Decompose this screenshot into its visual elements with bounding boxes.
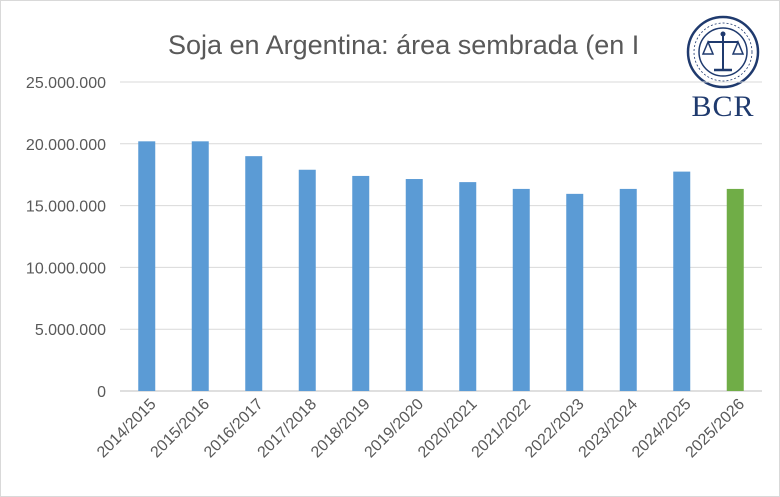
bcr-logo-text: BCR — [691, 90, 755, 123]
bar — [298, 169, 316, 391]
y-tick-label: 15.000.000 — [26, 199, 106, 216]
bar — [459, 182, 477, 391]
bar — [673, 171, 691, 391]
bcr-logo: BCR — [676, 14, 770, 124]
y-tick-label: 25.000.000 — [26, 75, 106, 92]
bar — [405, 179, 423, 391]
bar — [566, 193, 584, 391]
y-tick-label: 5.000.000 — [35, 322, 106, 339]
chart-title: Soja en Argentina: área sembrada (en I — [168, 30, 640, 60]
y-tick-label: 0 — [97, 384, 106, 401]
y-tick-label: 10.000.000 — [26, 260, 106, 277]
y-tick-label: 20.000.000 — [26, 137, 106, 154]
bar — [245, 156, 263, 391]
bar — [726, 188, 744, 391]
bar — [512, 188, 530, 391]
bar — [619, 188, 637, 391]
bar — [138, 141, 156, 391]
x-tick-label: 2025/2026 — [683, 396, 749, 462]
bar — [191, 141, 209, 391]
bcr-seal-icon — [686, 15, 760, 89]
bar — [352, 175, 370, 391]
